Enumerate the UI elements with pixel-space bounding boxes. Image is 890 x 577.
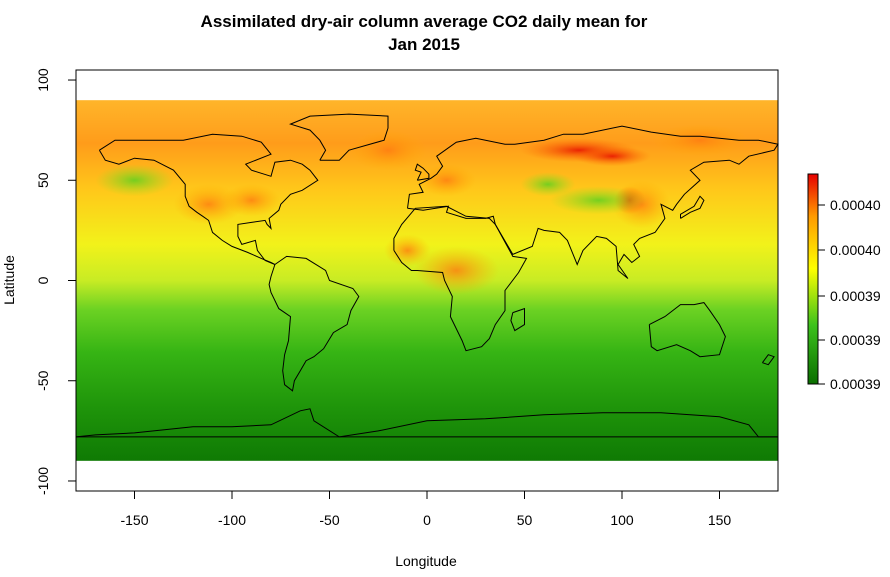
x-tick-label: 150 [708,512,732,528]
land-outline-madagascar [510,307,525,332]
land-outline-antarctica [75,408,778,438]
chart-title-line1: Assimilated dry-air column average CO2 d… [201,12,648,31]
colorbar-tick-label: 0.00039 [830,332,881,348]
colorbar-tick-label: 0.00039 [830,376,881,392]
y-axis-label: Latitude [1,255,17,305]
x-tick-label: -50 [319,512,339,528]
land-outline-africa [393,205,528,352]
y-tick-label: 0 [35,276,51,284]
colorbar-ramp [807,173,819,385]
co2-field [76,100,778,461]
x-axis-label: Longitude [395,553,457,569]
concentration-blob [222,184,281,217]
concentration-blob [413,246,500,295]
concentration-blob [95,164,174,197]
x-tick-label: 50 [517,512,533,528]
concentration-blob [417,164,476,197]
x-tick-label: -100 [218,512,246,528]
land-outline-uk [414,163,430,181]
land-outline-australia [648,302,726,358]
land-outline-south-america [268,255,360,392]
land-outlines [75,113,779,438]
y-axis: 100 50 0 -50 -100 [35,68,76,495]
colorbar-tick-label: 0.00040 [830,197,881,213]
x-tick-label: -150 [120,512,148,528]
x-axis: -150 -100 -50 0 50 100 150 [120,491,731,528]
land-outline-new-zealand [761,354,775,366]
y-tick-label: -50 [35,370,51,390]
concentration-blob [549,186,648,215]
colorbar: 0.00040 0.00040 0.00039 0.00039 0.00039 [807,173,881,392]
y-tick-label: 100 [35,68,51,92]
concentration-blob [349,130,427,171]
land-outline-greenland [289,113,389,161]
colorbar-tick-label: 0.00039 [830,288,881,304]
concentration-blob [384,234,431,267]
concentration-blob [573,146,652,167]
concentration-blob [520,172,576,197]
land-outline-north-america [98,133,319,265]
colorbar-tick-label: 0.00040 [830,242,881,258]
x-tick-label: 0 [423,512,431,528]
y-tick-label: 50 [35,172,51,188]
chart-title-line2: Jan 2015 [388,35,460,54]
x-tick-label: 100 [610,512,634,528]
land-outline-europe-asia [407,125,779,279]
y-tick-label: -100 [35,467,51,495]
concentration-blob [651,124,749,157]
land-outline-japan [680,195,705,219]
